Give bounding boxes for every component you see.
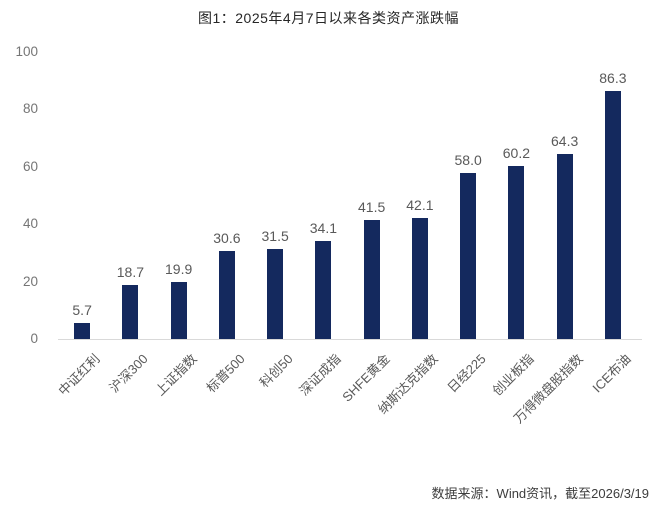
bar bbox=[363, 219, 380, 339]
bar-value-label: 42.1 bbox=[406, 197, 434, 214]
bar bbox=[460, 172, 477, 339]
bar bbox=[170, 281, 187, 339]
y-axis-tick-label: 20 bbox=[22, 273, 38, 289]
bar-value-label: 30.6 bbox=[213, 230, 241, 247]
x-axis-line bbox=[58, 339, 642, 340]
bar bbox=[74, 322, 91, 339]
bar-value-label: 19.9 bbox=[165, 260, 193, 277]
bar bbox=[411, 218, 428, 339]
y-axis-tick-label: 60 bbox=[22, 158, 38, 174]
bar bbox=[122, 285, 139, 339]
bar-value-label: 41.5 bbox=[358, 198, 386, 215]
bar bbox=[218, 251, 235, 339]
plot-area: 5.7 18.7 19.9 30.6 31.5 34.1 41.5 42.1 58.0 60.2 6… bbox=[58, 52, 637, 339]
y-axis-tick-label: 80 bbox=[22, 101, 38, 117]
y-axis: 0 20 40 60 80 100 bbox=[0, 44, 38, 346]
bar bbox=[604, 91, 621, 339]
bar bbox=[315, 241, 332, 339]
y-axis-tick-label: 0 bbox=[30, 331, 38, 346]
bar-value-label: 5.7 bbox=[72, 301, 92, 318]
x-axis-labels: 中证红利 沪深300 上证指数 标普500 科创50 深证成指 SHFE黄金 纳斯达克指数 日经… bbox=[55, 339, 637, 506]
bar-value-label: 64.3 bbox=[551, 133, 579, 150]
bar-value-label: 31.5 bbox=[261, 227, 289, 244]
bar bbox=[508, 166, 525, 339]
y-axis-tick-label: 40 bbox=[22, 216, 38, 232]
y-axis-tick-label: 100 bbox=[15, 44, 38, 59]
bar-value-label: 18.7 bbox=[116, 264, 144, 281]
bar-value-label: 58.0 bbox=[454, 151, 482, 168]
bar bbox=[556, 154, 573, 339]
chart-title: 图1：2025年4月7日以来各类资产涨跌幅 bbox=[197, 10, 459, 26]
source-note: 数据来源：Wind资讯，截至2026/3/19 bbox=[431, 486, 649, 501]
bar-value-label: 34.1 bbox=[309, 220, 337, 237]
bar bbox=[267, 248, 284, 339]
bar-value-label: 60.2 bbox=[502, 145, 530, 162]
bar-value-label: 86.3 bbox=[599, 70, 627, 87]
